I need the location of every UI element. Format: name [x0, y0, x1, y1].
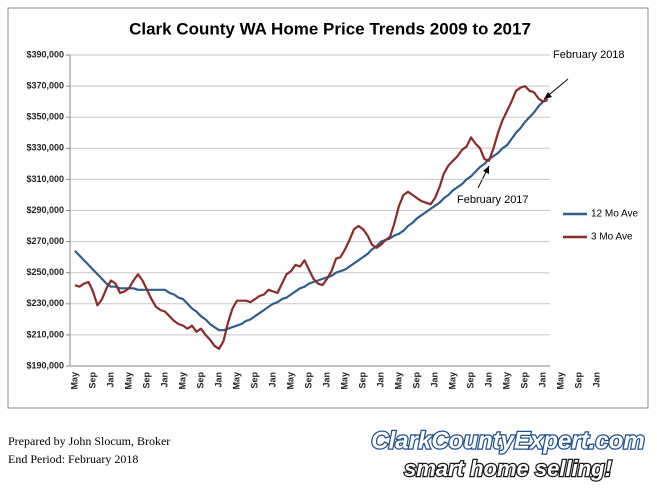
- x-tick-label: Sep: [249, 372, 259, 389]
- x-tick-label: Jan: [483, 372, 493, 388]
- x-tick-label: May: [447, 372, 457, 390]
- x-tick-label: Sep: [357, 372, 367, 389]
- x-tick-label: May: [231, 372, 241, 390]
- y-tick-label: $270,000: [26, 236, 64, 246]
- annotation: February 2018: [553, 49, 625, 61]
- footer-text: Prepared by John Slocum, Broker: [8, 434, 170, 448]
- slogan: smart home selling!: [404, 456, 612, 481]
- y-tick-label: $190,000: [26, 360, 64, 370]
- y-tick-label: $290,000: [26, 205, 64, 215]
- x-tick-label: May: [285, 372, 295, 390]
- series-line: [74, 85, 549, 350]
- arrow-head: [483, 166, 489, 174]
- x-tick-label: May: [69, 372, 79, 390]
- chart-title: Clark County WA Home Price Trends 2009 t…: [129, 19, 531, 38]
- annotation: February 2017: [457, 194, 529, 206]
- chart-frame: [7, 7, 649, 409]
- y-tick-label: $250,000: [26, 267, 64, 277]
- x-tick-label: Jan: [159, 372, 169, 388]
- y-tick-label: $310,000: [26, 174, 64, 184]
- footer-text: End Period: February 2018: [8, 452, 138, 466]
- y-tick-label: $370,000: [26, 80, 64, 90]
- y-tick-label: $390,000: [26, 49, 64, 59]
- x-tick-label: Sep: [411, 372, 421, 389]
- x-tick-label: Jan: [213, 372, 223, 388]
- y-tick-label: $210,000: [26, 329, 64, 339]
- x-tick-label: May: [393, 372, 403, 390]
- x-tick-label: Jan: [537, 372, 547, 388]
- x-tick-label: May: [555, 372, 565, 390]
- x-tick-label: Sep: [141, 372, 151, 389]
- arrow-head: [544, 92, 552, 99]
- y-tick-label: $350,000: [26, 112, 64, 122]
- legend-label: 3 Mo Ave: [591, 232, 633, 243]
- x-tick-label: Sep: [519, 372, 529, 389]
- x-tick-label: May: [177, 372, 187, 390]
- x-tick-label: Jan: [591, 372, 601, 388]
- x-tick-label: May: [123, 372, 133, 390]
- x-tick-label: Sep: [465, 372, 475, 389]
- x-tick-label: Sep: [303, 372, 313, 389]
- x-tick-label: Sep: [573, 372, 583, 389]
- x-tick-label: Sep: [87, 372, 97, 389]
- x-tick-label: Jan: [267, 372, 277, 388]
- legend-label: 12 Mo Ave: [591, 209, 639, 220]
- x-tick-label: May: [501, 372, 511, 390]
- x-tick-label: Jan: [321, 372, 331, 388]
- logo: ClarkCountyExpert.com: [371, 427, 644, 454]
- x-tick-label: Jan: [429, 372, 439, 388]
- y-tick-label: $230,000: [26, 298, 64, 308]
- y-tick-label: $330,000: [26, 143, 64, 153]
- x-tick-label: Sep: [195, 372, 205, 389]
- x-tick-label: Jan: [105, 372, 115, 388]
- series-line: [74, 99, 548, 332]
- x-tick-label: May: [339, 372, 349, 390]
- x-tick-label: Jan: [375, 372, 385, 388]
